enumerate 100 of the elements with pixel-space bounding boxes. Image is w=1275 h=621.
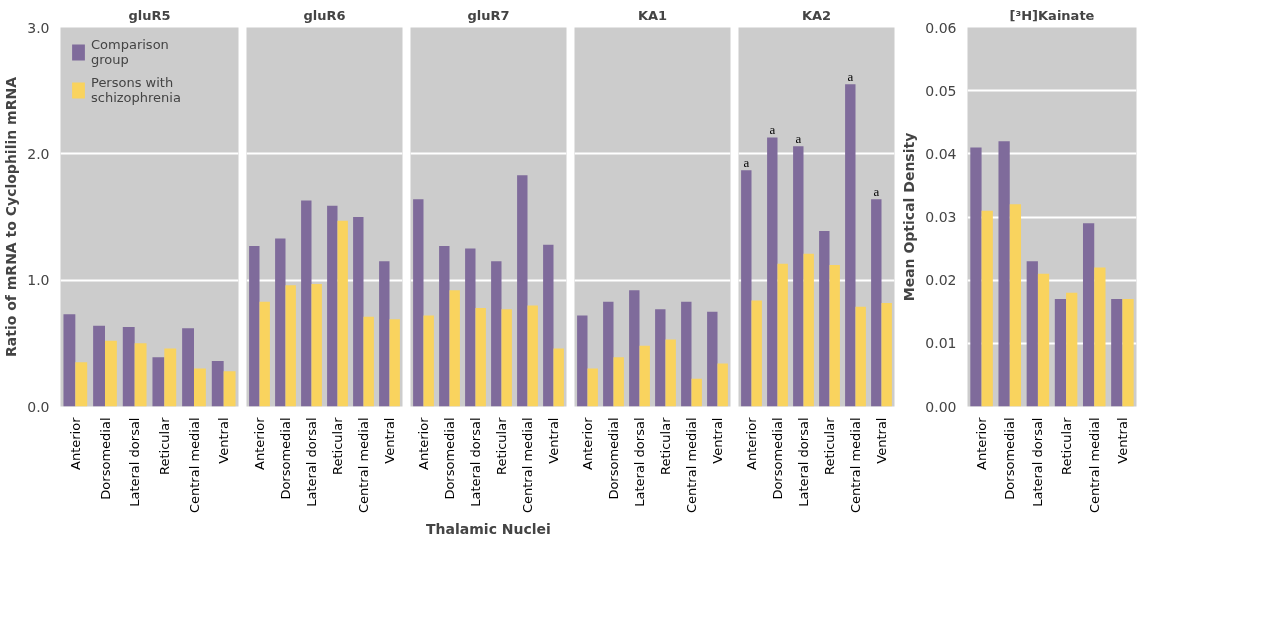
chart-title: KA2 xyxy=(801,7,832,23)
bar xyxy=(413,199,424,407)
bar xyxy=(871,199,882,407)
bar xyxy=(337,220,348,407)
x-axis-title: Thalamic Nuclei xyxy=(426,521,551,538)
y-tick-label: 0.05 xyxy=(925,82,957,99)
bar xyxy=(998,141,1010,407)
y-tick-label: 2.0 xyxy=(27,145,50,162)
bar xyxy=(491,261,502,407)
y-tick-label: 0.04 xyxy=(925,145,957,162)
chart-title: KA1 xyxy=(637,7,668,23)
x-tick-label: Central medial xyxy=(684,417,699,514)
x-tick-label: Reticular xyxy=(494,416,509,475)
annotation: a xyxy=(795,131,802,147)
bar xyxy=(970,147,982,407)
bar xyxy=(311,283,322,407)
bar xyxy=(63,314,76,407)
bar xyxy=(182,328,194,407)
bar xyxy=(379,261,390,407)
x-tick-label: Reticular xyxy=(658,416,673,475)
bar xyxy=(465,248,476,407)
y-tick-label: 0.0 xyxy=(27,398,50,415)
y-tick-label: 0.03 xyxy=(925,209,957,225)
bar xyxy=(629,290,640,407)
x-tick-label: Dorsomedial xyxy=(278,417,293,500)
bar xyxy=(475,307,486,407)
y-tick-label: 0.06 xyxy=(925,19,957,36)
y-tick-label: 0.02 xyxy=(925,272,957,289)
bar xyxy=(223,371,236,407)
x-tick-label: Ventral xyxy=(1114,417,1130,464)
chart-title: gluR7 xyxy=(467,7,510,23)
bar xyxy=(122,326,135,407)
bar xyxy=(1037,273,1050,407)
bar xyxy=(249,246,260,407)
bar xyxy=(981,210,993,407)
bar xyxy=(152,357,165,407)
bar xyxy=(211,361,224,407)
bar xyxy=(259,301,270,407)
x-tick-label: Central medial xyxy=(848,417,863,514)
y-tick-label: 0.01 xyxy=(925,335,957,352)
bar xyxy=(449,290,460,407)
x-tick-label: Anterior xyxy=(974,416,990,470)
x-tick-label: Central medial xyxy=(356,417,371,514)
bar xyxy=(275,238,286,407)
bar xyxy=(819,230,830,407)
bar xyxy=(93,325,105,407)
x-tick-label: Ventral xyxy=(382,417,397,464)
bar xyxy=(75,362,88,407)
bar xyxy=(423,315,434,407)
chart-title: [³H]Kainate xyxy=(1009,7,1095,23)
bar xyxy=(1026,261,1038,407)
bar xyxy=(363,316,374,407)
bar xyxy=(717,363,728,407)
bar xyxy=(751,300,762,407)
bar xyxy=(1094,267,1106,407)
x-tick-label: Lateral dorsal xyxy=(304,417,319,507)
x-tick-label: Ventral xyxy=(874,417,889,464)
bar xyxy=(134,343,147,407)
bar xyxy=(1054,299,1067,407)
x-tick-label: Lateral dorsal xyxy=(796,417,811,507)
bar xyxy=(665,339,676,407)
bar xyxy=(517,175,528,407)
x-tick-label: Anterior xyxy=(67,416,83,470)
bar xyxy=(543,244,554,407)
bar xyxy=(767,137,778,407)
bar xyxy=(1122,299,1134,407)
y-tick-label: 0.00 xyxy=(925,398,957,415)
annotation: a xyxy=(847,69,854,85)
bar xyxy=(639,345,650,407)
bar xyxy=(285,285,296,407)
x-tick-label: Anterior xyxy=(744,416,759,470)
x-tick-label: Reticular xyxy=(822,416,837,475)
x-tick-label: Ventral xyxy=(546,417,561,464)
bar xyxy=(327,205,338,407)
bar xyxy=(439,246,450,407)
x-tick-label: Central medial xyxy=(520,417,535,514)
bar xyxy=(829,265,840,407)
bar xyxy=(881,302,892,407)
x-tick-label: Reticular xyxy=(156,416,172,475)
bar xyxy=(527,305,538,407)
y-tick-label: 3.0 xyxy=(27,19,50,36)
x-tick-label: Ventral xyxy=(710,417,725,464)
bar xyxy=(707,311,718,407)
x-tick-label: Lateral dorsal xyxy=(1030,417,1046,507)
bar xyxy=(603,301,614,407)
bar xyxy=(301,200,312,407)
bar xyxy=(845,84,856,407)
x-tick-label: Central medial xyxy=(186,417,202,514)
x-tick-label: Central medial xyxy=(1086,417,1102,514)
bar xyxy=(105,340,117,407)
y-tick-label: 1.0 xyxy=(27,272,50,289)
bar xyxy=(1111,299,1123,407)
x-tick-label: Reticular xyxy=(330,416,345,475)
x-tick-label: Dorsomedial xyxy=(606,417,621,500)
bar xyxy=(655,309,666,407)
bar xyxy=(501,309,512,407)
bar xyxy=(587,368,598,407)
x-tick-label: Lateral dorsal xyxy=(632,417,647,507)
chart-title: gluR6 xyxy=(303,7,346,23)
legend-label: Comparison group xyxy=(91,37,170,67)
